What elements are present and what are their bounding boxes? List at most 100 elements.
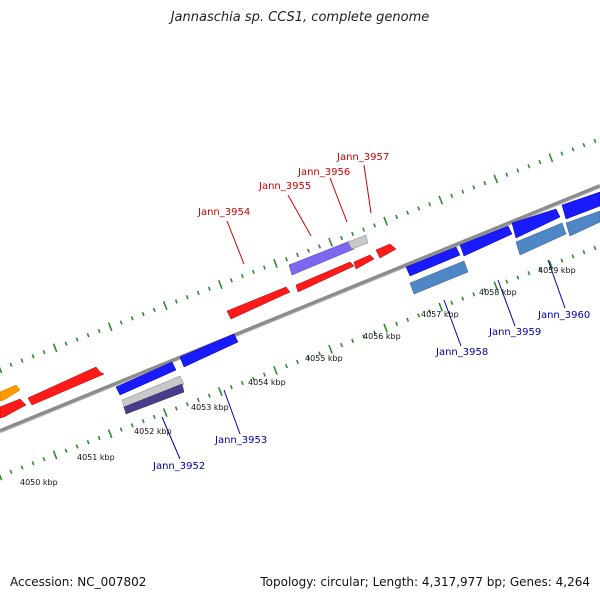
major-tick	[328, 237, 333, 247]
major-tick	[0, 366, 3, 374]
major-tick	[493, 174, 499, 184]
gene-steel[interactable]	[409, 260, 469, 295]
gene-gray[interactable]	[347, 234, 369, 250]
minor-tick	[450, 300, 454, 305]
major-tick	[383, 323, 388, 333]
gene-orange[interactable]	[0, 384, 21, 402]
minor-tick	[130, 423, 134, 428]
gene-steel[interactable]	[515, 222, 567, 256]
gene-label[interactable]: Jann_3956	[297, 167, 350, 178]
forward-leader-lines	[226, 164, 372, 265]
gene-label[interactable]: Jann_3954	[197, 207, 250, 218]
minor-tick	[428, 202, 432, 207]
gene-label[interactable]: Jann_3960	[537, 310, 590, 321]
minor-tick	[285, 257, 288, 262]
minor-tick	[362, 334, 366, 339]
gene-red-forward[interactable]	[295, 261, 355, 293]
gene-label[interactable]: Jann_3959	[488, 327, 541, 338]
kbp-label: 4057 kbp	[421, 310, 459, 319]
gene-label[interactable]: Jann_3952	[152, 461, 205, 472]
inner-tick-track	[0, 245, 597, 481]
minor-tick	[395, 321, 399, 327]
gene-blue-reverse[interactable]	[561, 191, 600, 220]
genome-backbone	[0, 184, 600, 434]
gene-red-forward[interactable]	[27, 366, 105, 406]
minor-tick	[207, 393, 211, 398]
minor-tick	[152, 307, 156, 313]
minor-tick	[251, 269, 255, 275]
minor-tick	[296, 252, 299, 258]
gene-steel[interactable]	[565, 210, 600, 237]
gene-dark-purple[interactable]	[123, 383, 185, 415]
minor-tick	[406, 317, 410, 322]
minor-tick	[406, 210, 410, 215]
minor-tick	[141, 311, 145, 317]
minor-tick	[571, 254, 575, 259]
major-tick	[162, 301, 168, 311]
minor-tick	[351, 231, 355, 236]
minor-tick	[119, 320, 123, 325]
gene-label[interactable]: Jann_3955	[258, 181, 311, 192]
gene-blue-reverse[interactable]	[405, 246, 461, 277]
gene-red-forward[interactable]	[353, 254, 375, 270]
minor-tick	[262, 372, 266, 377]
gene-red-forward[interactable]	[0, 398, 27, 419]
minor-tick	[64, 448, 68, 453]
minor-tick	[174, 299, 178, 304]
minor-tick	[461, 296, 465, 301]
minor-tick	[240, 273, 244, 279]
minor-tick	[571, 147, 575, 152]
minor-tick	[296, 359, 299, 365]
genome-info-text: Topology: circular; Length: 4,317,977 bp…	[260, 575, 590, 589]
minor-tick	[461, 189, 465, 194]
gene-blue-reverse[interactable]	[115, 361, 177, 396]
gene-purple[interactable]	[288, 240, 355, 276]
genome-title: Jannaschia sp. CCS1, complete genome	[170, 10, 430, 25]
minor-tick	[351, 338, 355, 343]
major-tick	[0, 473, 3, 481]
minor-tick	[318, 351, 321, 356]
minor-tick	[86, 440, 90, 445]
minor-tick	[560, 258, 564, 263]
forward-gene-labels: Jann_3954 Jann_3955 Jann_3956 Jann_3957	[197, 152, 389, 218]
minor-tick	[196, 290, 200, 296]
minor-tick	[593, 245, 597, 251]
major-tick	[273, 258, 278, 268]
minor-tick	[505, 172, 509, 177]
outer-tick-track	[0, 138, 597, 374]
major-tick	[218, 387, 223, 397]
minor-tick	[9, 469, 13, 474]
minor-tick	[560, 151, 564, 156]
major-tick	[328, 344, 333, 354]
minor-tick	[86, 333, 90, 338]
minor-tick	[97, 435, 101, 441]
gene-gray[interactable]	[121, 375, 185, 409]
minor-tick	[472, 292, 476, 297]
gene-blue-reverse[interactable]	[459, 225, 513, 257]
gene-red-forward[interactable]	[226, 286, 291, 320]
minor-tick	[417, 313, 421, 318]
minor-tick	[373, 330, 377, 335]
kbp-label: 4056 kbp	[363, 332, 401, 341]
gene-blue-reverse[interactable]	[511, 208, 561, 239]
minor-tick	[582, 142, 586, 148]
minor-tick	[307, 248, 310, 253]
gene-blue-reverse[interactable]	[179, 333, 239, 368]
minor-tick	[395, 214, 399, 220]
gene-label[interactable]: Jann_3957	[336, 152, 389, 163]
minor-tick	[97, 328, 101, 334]
minor-tick	[483, 288, 487, 293]
major-tick	[218, 280, 223, 290]
minor-tick	[472, 185, 476, 190]
minor-tick	[516, 275, 520, 280]
major-tick	[273, 365, 278, 375]
minor-tick	[593, 138, 597, 144]
gene-label[interactable]: Jann_3958	[435, 347, 488, 358]
major-tick	[438, 195, 444, 205]
minor-tick	[538, 159, 542, 165]
minor-tick	[64, 341, 68, 346]
gene-red-forward[interactable]	[375, 243, 397, 259]
minor-tick	[42, 456, 46, 462]
gene-label[interactable]: Jann_3953	[214, 435, 267, 446]
